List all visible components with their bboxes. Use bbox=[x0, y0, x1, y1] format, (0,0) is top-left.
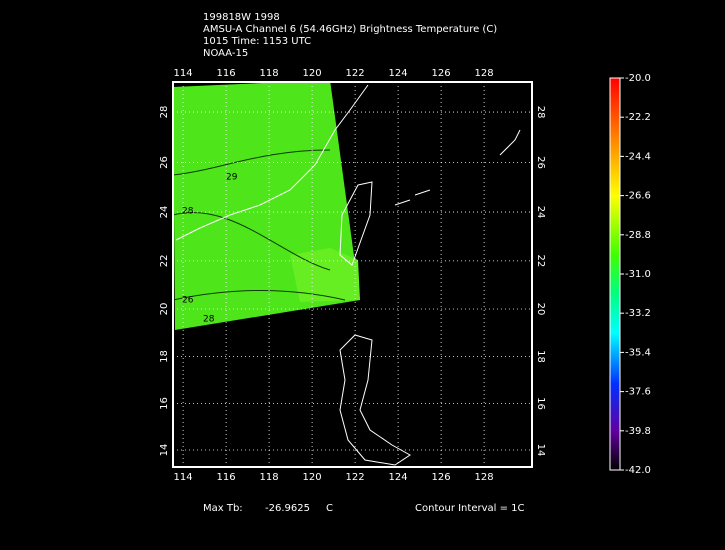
lat-label-left: 26 bbox=[159, 156, 170, 169]
header-line: NOAA-15 bbox=[203, 48, 248, 59]
lat-label-right: 16 bbox=[535, 397, 546, 410]
lon-label-bottom: 120 bbox=[303, 472, 322, 483]
colorbar-label: -33.2 bbox=[625, 308, 651, 319]
coastline-islands bbox=[394, 129, 521, 206]
lon-label-top: 118 bbox=[260, 68, 279, 79]
colorbar-label: -35.4 bbox=[625, 347, 651, 358]
contour-label: 29 bbox=[226, 173, 238, 183]
lat-label-right: 14 bbox=[535, 444, 546, 457]
map-area bbox=[173, 82, 521, 466]
header-line: 199818W 1998 bbox=[203, 12, 280, 23]
colorbar-label: -20.0 bbox=[625, 73, 651, 84]
lon-label-bottom: 118 bbox=[260, 472, 279, 483]
lon-label-bottom: 128 bbox=[475, 472, 494, 483]
lon-label-top: 122 bbox=[346, 68, 365, 79]
lat-label-right: 22 bbox=[535, 254, 546, 267]
contour-interval: Contour Interval = 1C bbox=[415, 503, 525, 514]
lon-label-top: 116 bbox=[217, 68, 236, 79]
contour-lines bbox=[173, 149, 346, 301]
colorbar-label: -31.0 bbox=[625, 269, 651, 280]
contour-label: 28 bbox=[182, 207, 194, 217]
colorbar bbox=[609, 77, 621, 471]
lat-label-left: 18 bbox=[159, 350, 170, 363]
contour-label: 28 bbox=[203, 315, 215, 325]
lon-label-top: 124 bbox=[389, 68, 408, 79]
lat-label-left: 24 bbox=[159, 206, 170, 219]
graticule: 114 114 116 116 118 118 120 120 122 122 124 124 126 1… bbox=[159, 68, 546, 483]
warm-patch bbox=[290, 248, 360, 302]
coastline-taiwan bbox=[339, 181, 373, 266]
map-frame bbox=[172, 81, 533, 468]
colorbar-label: -24.4 bbox=[625, 151, 651, 162]
lon-label-bottom: 116 bbox=[217, 472, 236, 483]
header-line: 1015 Time: 1153 UTC bbox=[203, 36, 311, 47]
max-label: Max Tb: bbox=[203, 503, 243, 514]
lat-label-left: 16 bbox=[159, 397, 170, 410]
lon-label-top: 126 bbox=[432, 68, 451, 79]
lat-label-left: 14 bbox=[159, 444, 170, 457]
lon-label-top: 114 bbox=[174, 68, 193, 79]
lat-label-right: 28 bbox=[535, 106, 546, 119]
colorbar-label: -28.8 bbox=[625, 230, 651, 241]
coastline-china bbox=[175, 84, 369, 241]
lat-label-right: 18 bbox=[535, 350, 546, 363]
lon-label-top: 120 bbox=[303, 68, 322, 79]
coastline-luzon bbox=[339, 334, 411, 466]
lat-label-left: 20 bbox=[159, 303, 170, 316]
lat-label-right: 24 bbox=[535, 206, 546, 219]
max-unit: C bbox=[326, 503, 333, 514]
lon-label-bottom: 126 bbox=[432, 472, 451, 483]
lat-label-right: 20 bbox=[535, 303, 546, 316]
colorbar-labels: -20.0 -22.2 -24.4 -26.6 -28.8 -31.0 -33.2 -35.4… bbox=[620, 73, 651, 476]
colorbar-label: -39.8 bbox=[625, 426, 651, 437]
header-line: AMSU-A Channel 6 (54.46GHz) Brightness T… bbox=[203, 24, 497, 35]
colorbar-label: -42.0 bbox=[625, 465, 651, 476]
contour-label: 26 bbox=[182, 296, 194, 306]
colorbar-label: -22.2 bbox=[625, 112, 651, 123]
lon-label-bottom: 114 bbox=[174, 472, 193, 483]
lat-label-right: 26 bbox=[535, 156, 546, 169]
lon-label-bottom: 124 bbox=[389, 472, 408, 483]
colorbar-label: -26.6 bbox=[625, 191, 651, 202]
lon-label-top: 128 bbox=[475, 68, 494, 79]
lat-label-left: 28 bbox=[159, 106, 170, 119]
lon-label-bottom: 122 bbox=[346, 472, 365, 483]
max-value: -26.9625 bbox=[265, 503, 310, 514]
lat-label-left: 22 bbox=[159, 254, 170, 267]
colorbar-label: -37.6 bbox=[625, 387, 651, 398]
